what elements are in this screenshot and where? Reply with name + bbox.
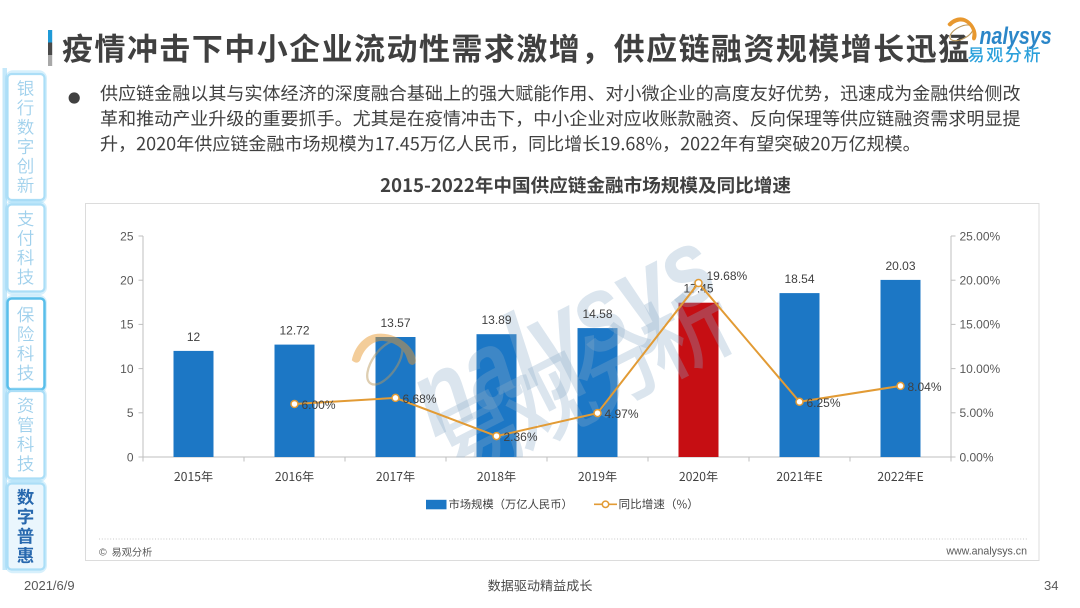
- svg-text:6.25%: 6.25%: [807, 396, 841, 410]
- svg-text:15.00%: 15.00%: [960, 318, 1001, 332]
- svg-text:4.97%: 4.97%: [605, 407, 639, 421]
- svg-text:10: 10: [120, 362, 134, 376]
- svg-text:13.89: 13.89: [481, 313, 511, 327]
- svg-text:15: 15: [120, 318, 134, 332]
- svg-text:0: 0: [127, 450, 134, 464]
- svg-text:18.54: 18.54: [784, 272, 814, 286]
- svg-text:2021/6/9: 2021/6/9: [24, 578, 75, 593]
- svg-text:12.72: 12.72: [279, 324, 309, 338]
- svg-text:6.00%: 6.00%: [302, 398, 336, 412]
- svg-text:19.68%: 19.68%: [707, 269, 748, 283]
- svg-text:20.03: 20.03: [885, 259, 915, 273]
- svg-text:13.57: 13.57: [380, 316, 410, 330]
- svg-text:8.04%: 8.04%: [908, 380, 942, 394]
- svg-text:34: 34: [1044, 578, 1058, 593]
- svg-text:10.00%: 10.00%: [960, 362, 1001, 376]
- svg-text:5: 5: [127, 406, 134, 420]
- svg-text:12: 12: [187, 330, 201, 344]
- svg-text:www.analysys.cn: www.analysys.cn: [945, 545, 1027, 557]
- svg-text:2.36%: 2.36%: [504, 430, 538, 444]
- svg-text:25.00%: 25.00%: [960, 229, 1001, 243]
- svg-text:0.00%: 0.00%: [960, 450, 994, 464]
- svg-text:25: 25: [120, 229, 134, 243]
- svg-text:5.00%: 5.00%: [960, 406, 994, 420]
- svg-text:nalysys: nalysys: [980, 22, 1052, 49]
- svg-text:14.58: 14.58: [582, 307, 612, 321]
- svg-text:6.68%: 6.68%: [403, 392, 437, 406]
- svg-text:20: 20: [120, 274, 134, 288]
- svg-text:©: ©: [99, 547, 107, 559]
- svg-text:20.00%: 20.00%: [960, 274, 1001, 288]
